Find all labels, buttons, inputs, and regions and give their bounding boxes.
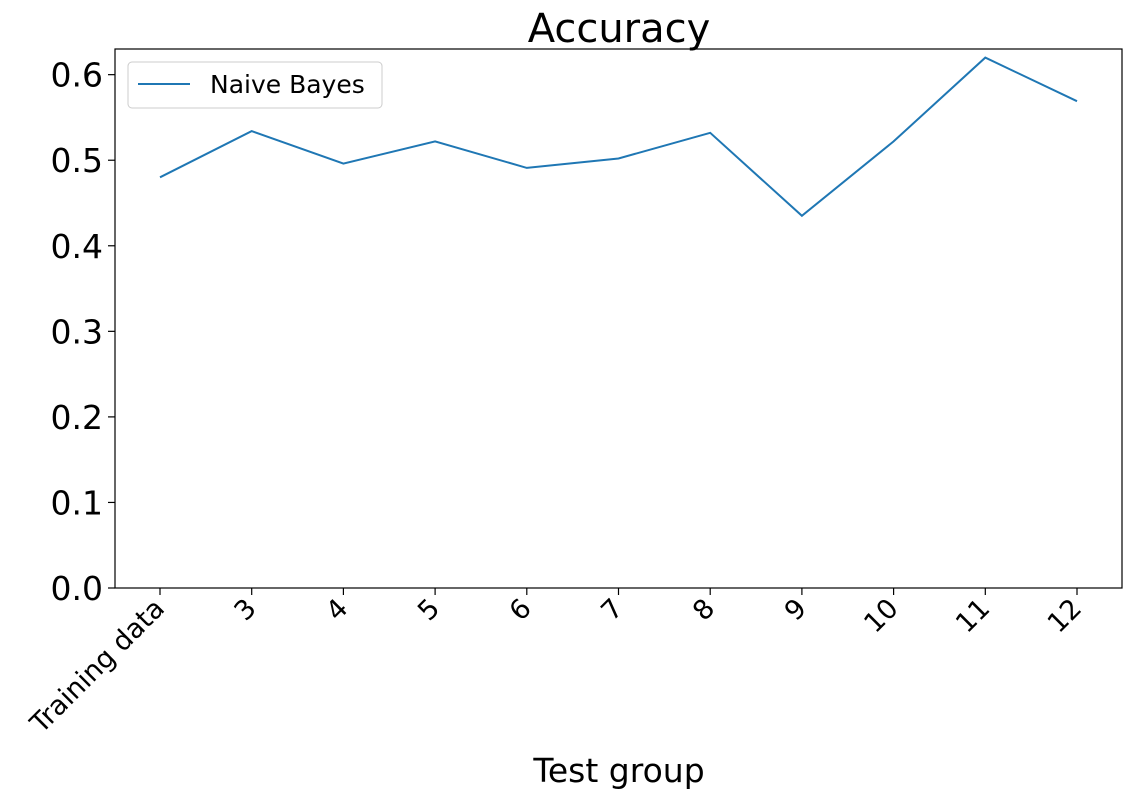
y-tick-label: 0.3 [51,312,103,351]
y-tick-label: 0.2 [51,398,103,437]
chart-title: Accuracy [528,6,711,52]
y-tick-label: 0.6 [51,56,103,95]
y-axis-ticks: 0.0 0.1 0.2 0.3 0.4 0.5 0.6 [51,56,115,608]
x-axis-label: Test group [532,751,704,790]
legend-label-naive-bayes: Naive Bayes [210,70,365,99]
plot-area-frame [114,48,1123,589]
y-tick-label: 0.0 [51,569,103,608]
y-tick-label: 0.4 [51,227,103,266]
y-tick-label: 0.5 [51,141,103,180]
legend-box [127,61,383,109]
y-tick-label: 0.1 [51,483,103,522]
legend: Naive Bayes [127,61,383,109]
series-line-naive-bayes [159,56,1078,218]
